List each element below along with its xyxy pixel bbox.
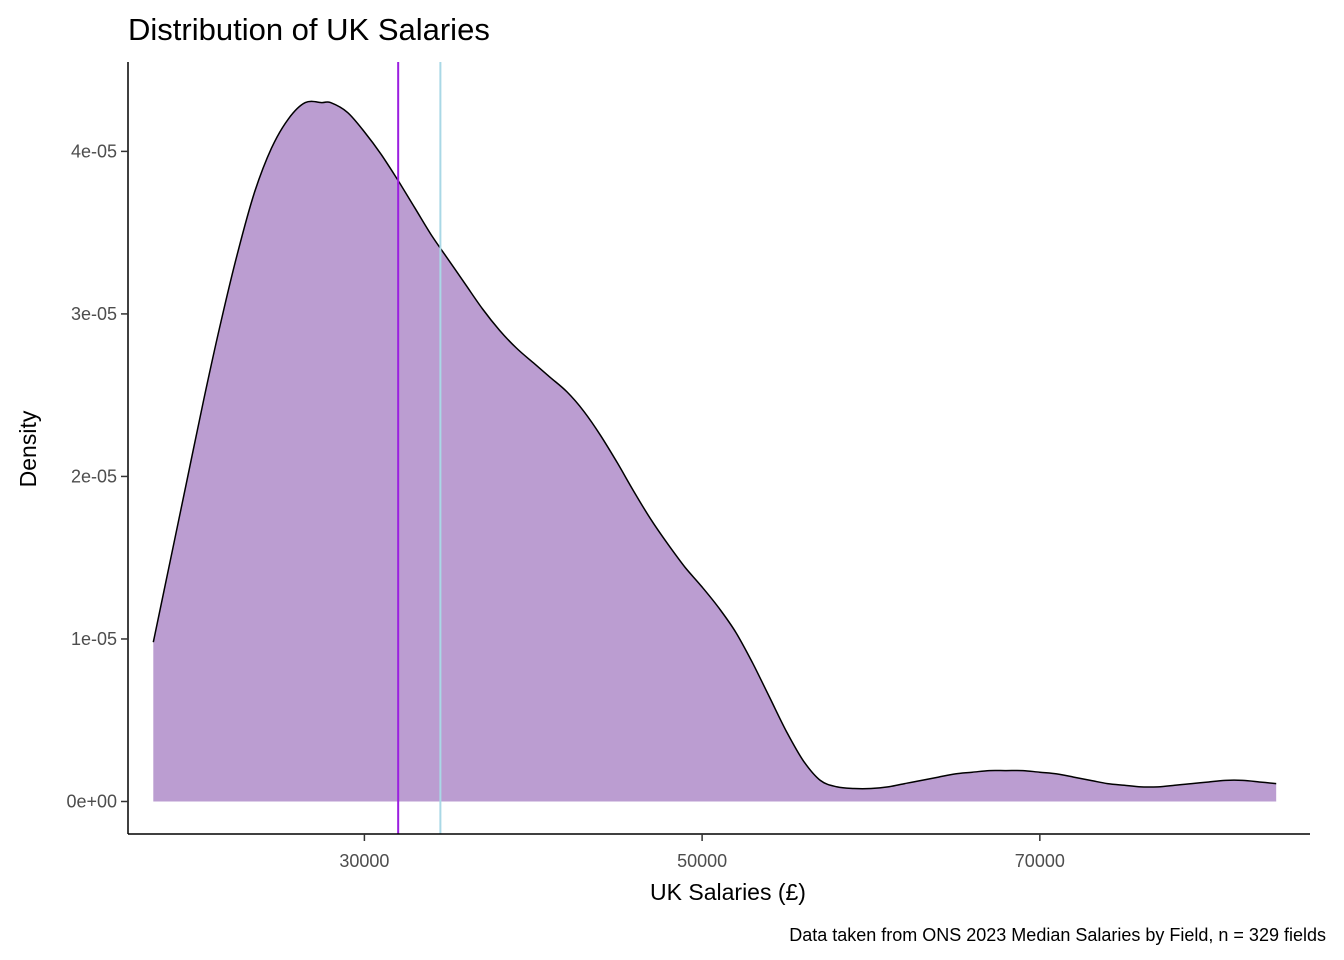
chart-title: Distribution of UK Salaries [128, 12, 490, 47]
y-axis-ticks: 0e+00 1e-05 2e-05 3e-05 4e-05 [66, 141, 128, 811]
y-axis-title: Density [15, 410, 41, 487]
chart-caption: Data taken from ONS 2023 Median Salaries… [789, 925, 1326, 945]
y-tick-label: 1e-05 [71, 629, 117, 649]
x-tick-label: 30000 [339, 851, 389, 871]
x-tick-label: 50000 [677, 851, 727, 871]
y-tick-label: 0e+00 [66, 791, 117, 811]
density-curve [152, 100, 1277, 790]
x-axis-title: UK Salaries (£) [650, 879, 806, 905]
y-tick-label: 4e-05 [71, 141, 117, 161]
x-tick-label: 70000 [1015, 851, 1065, 871]
y-tick-label: 3e-05 [71, 304, 117, 324]
density-area [153, 101, 1277, 802]
x-axis-ticks: 30000 50000 70000 [339, 834, 1065, 871]
y-tick-label: 2e-05 [71, 466, 117, 486]
plot-area [152, 62, 1277, 834]
